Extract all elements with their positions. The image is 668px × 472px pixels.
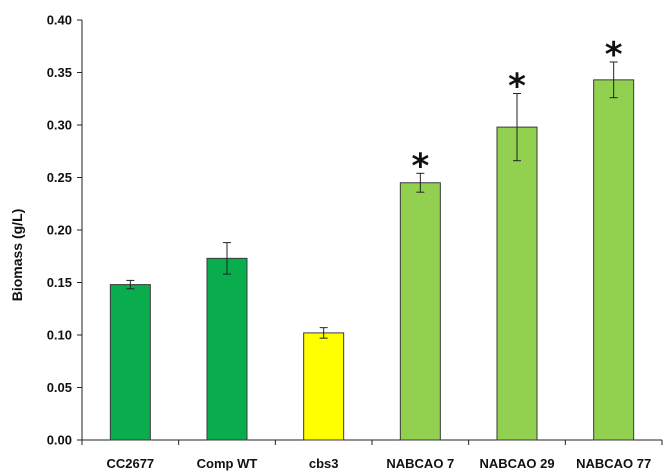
y-tick-label: 0.25	[47, 170, 72, 185]
y-tick-label: 0.00	[47, 433, 72, 448]
bar-comp-wt	[206, 257, 248, 441]
bar-nabcao-29	[496, 126, 538, 441]
error-bars	[126, 61, 618, 339]
bar-nabcao-77	[593, 79, 635, 441]
y-tick-label: 0.30	[47, 118, 72, 133]
bar-nabcao-7	[399, 182, 441, 441]
y-axis: 0.00 0.05 0.10 0.15 0.20 0.25 0.30 0.35 0.40	[47, 13, 83, 448]
significance-asterisk: *	[411, 146, 429, 186]
significance-markers: * * *	[411, 35, 622, 186]
x-tick-label: cbs3	[309, 456, 339, 471]
bars	[109, 79, 635, 441]
bar-cbs3	[303, 332, 345, 441]
significance-asterisk: *	[605, 35, 623, 75]
x-axis: CC2677 Comp WT cbs3 NABCAO 7 NABCAO 29 NABCAO…	[81, 439, 663, 471]
x-tick-label: CC2677	[106, 456, 154, 471]
x-tick-label: NABCAO 29	[479, 456, 554, 471]
y-tick-label: 0.40	[47, 13, 72, 28]
x-tick-label: NABCAO 77	[576, 456, 651, 471]
x-tick-label: NABCAO 7	[386, 456, 454, 471]
y-tick-label: 0.35	[47, 65, 72, 80]
significance-asterisk: *	[508, 67, 526, 107]
y-tick-label: 0.15	[47, 275, 72, 290]
bar-cc2677	[109, 284, 151, 441]
y-tick-label: 0.20	[47, 223, 72, 238]
y-tick-label: 0.05	[47, 380, 72, 395]
y-axis-title: Biomass (g/L)	[9, 209, 25, 302]
y-tick-label: 0.10	[47, 328, 72, 343]
x-tick-label: Comp WT	[197, 456, 258, 471]
